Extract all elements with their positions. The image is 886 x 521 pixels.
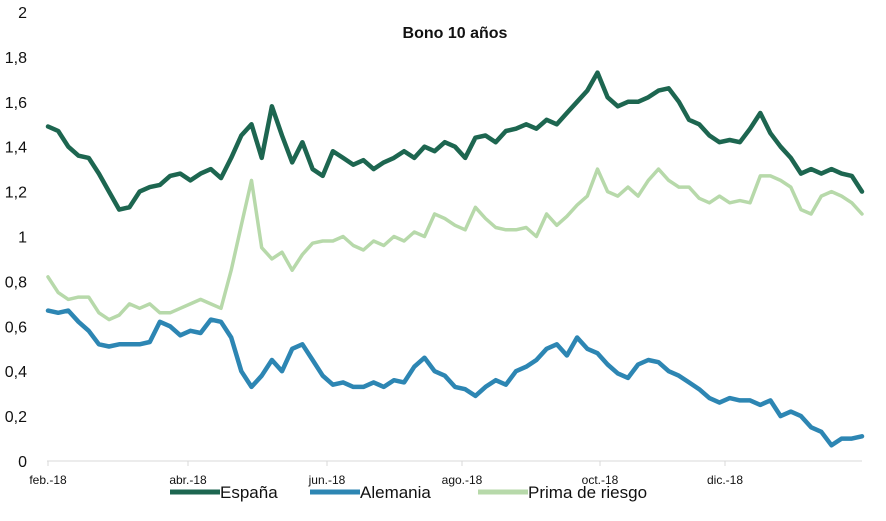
series-line-espana bbox=[45, 70, 865, 212]
x-axis-ticks: feb.-18 abr.-18 jun.-18 ago.-18 oct.-18 dic.-… bbox=[29, 461, 743, 487]
y-tick-label: 0,4 bbox=[5, 364, 27, 381]
y-axis-ticks: 0 0,2 0,4 0,6 0,8 1 1,2 1,4 1,6 1,8 2 bbox=[5, 5, 27, 471]
series-line-prima-de-riesgo bbox=[46, 167, 864, 322]
y-tick-label: 0,6 bbox=[5, 319, 27, 336]
x-tick-label: abr.-18 bbox=[169, 473, 207, 487]
y-tick-label: 0,2 bbox=[5, 409, 27, 426]
x-tick-label: jun.-18 bbox=[308, 473, 346, 487]
x-tick-label: dic.-18 bbox=[707, 473, 743, 487]
y-tick-label: 1,8 bbox=[5, 50, 27, 67]
y-tick-label: 0 bbox=[18, 454, 27, 471]
legend-label: España bbox=[220, 483, 278, 502]
chart-title: Bono 10 años bbox=[403, 25, 508, 42]
x-tick-label: ago.-18 bbox=[442, 473, 483, 487]
y-tick-label: 1 bbox=[18, 230, 27, 247]
x-tick-label: oct.-18 bbox=[582, 473, 619, 487]
x-tick-label: feb.-18 bbox=[29, 473, 67, 487]
series-line-alemania bbox=[45, 308, 865, 448]
y-tick-label: 1,2 bbox=[5, 185, 27, 202]
legend-label: Alemania bbox=[360, 483, 431, 502]
legend-label: Prima de riesgo bbox=[528, 483, 647, 502]
y-tick-label: 0,8 bbox=[5, 274, 27, 291]
legend: España Alemania Prima de riesgo bbox=[170, 483, 647, 502]
y-tick-label: 2 bbox=[18, 5, 27, 22]
y-tick-label: 1,6 bbox=[5, 95, 27, 112]
y-tick-label: 1,4 bbox=[5, 140, 27, 157]
series-lines bbox=[45, 70, 865, 448]
